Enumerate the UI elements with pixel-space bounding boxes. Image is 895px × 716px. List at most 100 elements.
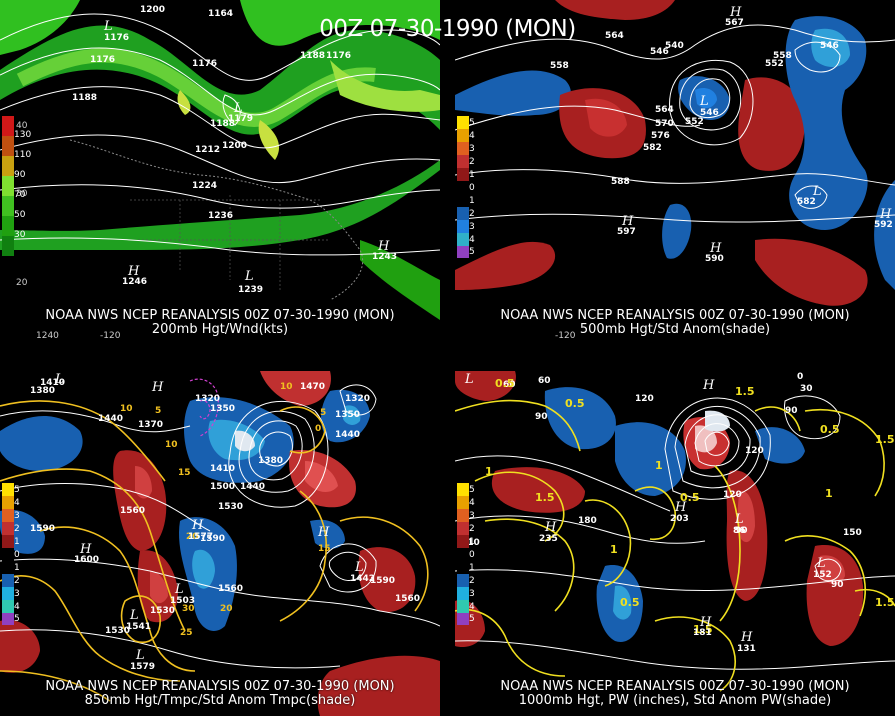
contour-label: 1560 (395, 594, 420, 604)
temp-label: 10 (120, 404, 133, 414)
colorbar-1000mb (457, 483, 469, 625)
pw-label: 1 (485, 465, 493, 478)
high-center: H (191, 518, 204, 533)
caption-line1: NOAA NWS NCEP REANALYSIS 00Z 07-30-1990 … (500, 308, 850, 323)
high-center: H (544, 520, 557, 535)
contour-label: 1440 (240, 482, 265, 492)
colorbar-tick: 5 (14, 485, 20, 495)
contour-label: 30 (800, 384, 813, 394)
low-center: L (464, 372, 474, 387)
colorbar-tick: 1 (469, 537, 475, 547)
colorbar-200mb (2, 116, 14, 256)
contour-label: 1530 (105, 626, 130, 636)
contour-label: 1530 (150, 606, 175, 616)
center-value: 567 (725, 18, 744, 28)
map-850mb: 1410 1380 1440 1370 1320 1350 1410 1380 … (0, 371, 440, 716)
map-200mb: 1200 1164 1176 1176 1188 1188 1176 1188 … (0, 0, 440, 341)
center-value: 152 (813, 570, 832, 580)
pw-label: 1.5 (875, 596, 895, 609)
contour-label: 546 (820, 41, 839, 51)
center-value: 1503 (170, 596, 195, 606)
contour-label: 210 (461, 538, 480, 548)
contour-label: 1590 (370, 576, 395, 586)
low-center: L (734, 512, 744, 527)
high-center: H (674, 500, 687, 515)
panel-1000mb: 60 90 120 90 120 150 180 210 90 60 30 0 … (455, 371, 895, 716)
high-center: H (127, 264, 140, 279)
contour-label: 1320 (195, 394, 220, 404)
colorbar-tick: 2 (469, 209, 475, 219)
center-value: 590 (705, 254, 724, 264)
pw-label: 1.5 (735, 385, 755, 398)
colorbar-tick: 1 (469, 196, 475, 206)
contour-label: 1188 (300, 51, 325, 61)
contour-label: 582 (643, 143, 662, 153)
colorbar-500mb (457, 116, 469, 258)
colorbar-tick: 130 (14, 130, 32, 140)
contour-label: 570 (655, 119, 674, 129)
colorbar-850mb (2, 483, 14, 625)
contour-label: 1380 (258, 456, 283, 466)
high-center: H (702, 378, 715, 393)
high-center: H (709, 241, 722, 256)
contour-label: 1200 (222, 141, 247, 151)
contour-label: 540 (665, 41, 684, 51)
caption-line2: 1000mb Hgt, PW (inches), Std Anom PW(sha… (518, 693, 832, 708)
contour-label: 1176 (192, 59, 217, 69)
caption-line1: NOAA NWS NCEP REANALYSIS 00Z 07-30-1990 … (45, 679, 395, 694)
colorbar-tick: 3 (469, 511, 475, 521)
contour-label: 1410 (210, 464, 235, 474)
high-center: H (151, 380, 164, 395)
colorbar-tick: 5 (469, 247, 475, 257)
contour-label: 1440 (98, 414, 123, 424)
contour-label: 558 (773, 51, 792, 61)
colorbar-tick: 4 (469, 602, 475, 612)
pw-label: 1 (655, 459, 663, 472)
contour-label: 1560 (218, 584, 243, 594)
caption-line1: NOAA NWS NCEP REANALYSIS 00Z 07-30-1990 … (500, 679, 850, 694)
low-center: L (233, 101, 243, 116)
contour-label: 1224 (192, 181, 217, 191)
temp-label: 15 (318, 544, 331, 554)
contour-label: 552 (685, 117, 704, 127)
center-value: 181 (693, 628, 712, 638)
contour-label: 1176 (326, 51, 351, 61)
pw-label: 0.5 (620, 596, 640, 609)
pw-label: 1.5 (875, 433, 895, 446)
colorbar-tick: 1 (14, 563, 20, 573)
contour-label: 60 (503, 380, 516, 390)
low-center: L (244, 269, 254, 284)
colorbar-tick: 0 (469, 550, 475, 560)
lon-label: -120 (100, 331, 121, 341)
contour-label: 1164 (208, 9, 233, 19)
low-center: L (103, 19, 113, 34)
contour-label: 1370 (138, 420, 163, 430)
contour-label: 90 (785, 406, 798, 416)
center-value: 597 (617, 227, 636, 237)
lat-label: 20 (16, 278, 28, 288)
temp-label: 25 (180, 628, 193, 638)
colorbar-tick: 5 (469, 614, 475, 624)
lon-label: -120 (555, 331, 576, 341)
high-center: H (729, 5, 742, 20)
low-center: L (174, 582, 184, 597)
temp-label: 10 (165, 440, 178, 450)
colorbar-tick: 2 (469, 576, 475, 586)
center-value: 1239 (238, 285, 263, 295)
temp-label: 5 (320, 408, 326, 418)
contour-label: 588 (611, 177, 630, 187)
center-value: 1600 (74, 555, 99, 565)
pw-label: 1 (610, 543, 618, 556)
colorbar-tick: 2 (469, 524, 475, 534)
colorbar-tick: 1 (469, 170, 475, 180)
contour-label: 1176 (90, 55, 115, 65)
contour-label: 1320 (345, 394, 370, 404)
temp-label: 10 (280, 382, 293, 392)
low-center: L (699, 94, 709, 109)
contour-label: 582 (797, 197, 816, 207)
colorbar-tick: 3 (469, 222, 475, 232)
caption-line2: 850mb Hgt/Tmpc/Std Anom Tmpc(shade) (84, 693, 356, 708)
colorbar-tick: 110 (14, 150, 32, 160)
high-center: H (699, 615, 712, 630)
caption-line1: NOAA NWS NCEP REANALYSIS 00Z 07-30-1990 … (45, 308, 395, 323)
